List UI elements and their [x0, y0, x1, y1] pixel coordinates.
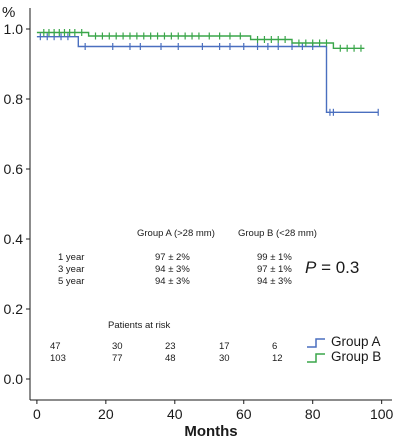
legend-label-group-b: Group B	[331, 349, 381, 364]
legend: Group A Group B	[307, 334, 381, 364]
table-row-label: 5 year	[58, 276, 84, 287]
at-risk-title: Patients at risk	[108, 320, 171, 331]
legend-label-group-a: Group A	[331, 334, 381, 349]
at-risk-count-group-b: 12	[272, 353, 283, 364]
y-tick-label: 0.6	[4, 161, 24, 177]
table-cell-b: 94 ± 3%	[257, 276, 292, 287]
at-risk-table: 47 30 23 17 6 103 77 48 30 12	[50, 341, 283, 364]
y-axis-unit-label: %	[2, 4, 15, 21]
y-tick-label: 1.0	[4, 21, 24, 37]
x-tick-label: 80	[305, 406, 321, 422]
x-tick-label: 100	[370, 406, 394, 422]
legend-swatch-group-a	[307, 338, 325, 348]
table-cell-a: 97 ± 2%	[155, 252, 190, 263]
y-tick-label: 0.2	[4, 301, 24, 317]
at-risk-count-group-a: 23	[165, 341, 176, 352]
p-value-annotation: P = 0.3	[305, 258, 359, 277]
x-axis-title: Months	[184, 423, 237, 440]
table-cell-a: 94 ± 3%	[155, 276, 190, 287]
table-cell-a: 94 ± 3%	[155, 264, 190, 275]
table-row-label: 1 year	[58, 252, 84, 263]
at-risk-count-group-a: 6	[272, 341, 277, 352]
survival-curve-group-a	[36, 36, 379, 113]
table-cell-b: 99 ± 1%	[257, 252, 292, 263]
table-row-label: 3 year	[58, 264, 84, 275]
table-header-group-a: Group A (>28 mm)	[137, 228, 215, 239]
y-tick-label: 0.8	[4, 91, 24, 107]
y-tick-label: 0.0	[4, 371, 24, 387]
x-tick-label: 60	[236, 406, 252, 422]
at-risk-count-group-b: 77	[112, 353, 123, 364]
at-risk-count-group-b: 30	[219, 353, 230, 364]
table-header-group-b: Group B (<28 mm)	[238, 228, 317, 239]
legend-swatch-group-b	[307, 353, 325, 363]
y-ticks: 0.0 0.2 0.4 0.6 0.8 1.0	[4, 21, 30, 387]
at-risk-count-group-b: 103	[50, 353, 66, 364]
survival-curves	[36, 29, 379, 116]
x-tick-label: 0	[33, 406, 41, 422]
x-tick-label: 40	[167, 406, 183, 422]
x-ticks: 0 20 40 60 80 100	[33, 400, 394, 422]
at-risk-count-group-b: 48	[165, 353, 176, 364]
x-tick-label: 20	[98, 406, 114, 422]
at-risk-count-group-a: 17	[219, 341, 230, 352]
table-cell-b: 97 ± 1%	[257, 264, 292, 275]
at-risk-count-group-a: 30	[112, 341, 123, 352]
survival-estimates-table: Group A (>28 mm) Group B (<28 mm) 1 year…	[58, 228, 317, 287]
y-tick-label: 0.4	[4, 231, 24, 247]
at-risk-count-group-a: 47	[50, 341, 61, 352]
